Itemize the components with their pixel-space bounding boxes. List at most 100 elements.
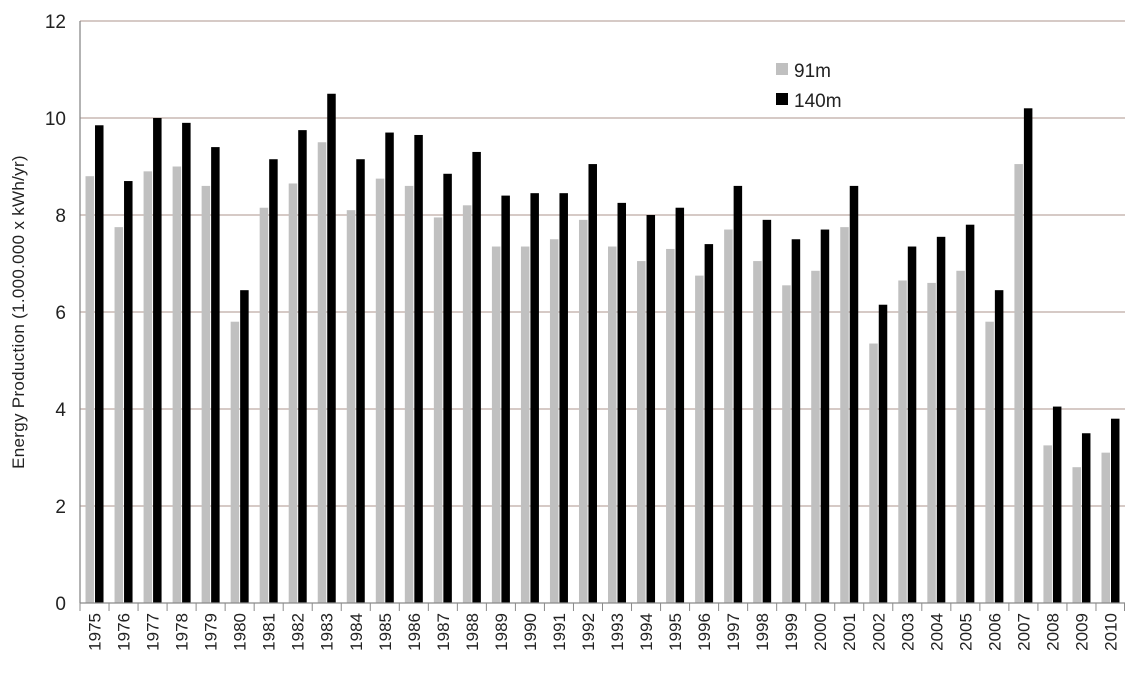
- x-tick-label: 1979: [202, 613, 221, 651]
- bar-91m-2001: [840, 227, 849, 603]
- bar-140m-1995: [675, 207, 685, 603]
- bar-91m-2005: [956, 270, 965, 603]
- legend: 91m 140m: [776, 61, 842, 112]
- x-tick-label: 1995: [666, 613, 685, 651]
- legend-label-91m: 91m: [794, 61, 831, 82]
- bar-140m-1994: [646, 215, 656, 603]
- bar-91m-2004: [927, 282, 936, 603]
- x-tick-label: 1977: [144, 613, 163, 651]
- bar-91m-1980: [230, 321, 240, 603]
- bar-140m-2010: [1110, 418, 1120, 603]
- bar-91m-1989: [491, 246, 501, 603]
- bar-91m-2003: [898, 280, 907, 603]
- bar-91m-1994: [637, 261, 646, 603]
- x-tick-label: 1994: [637, 613, 656, 651]
- bar-91m-1992: [578, 219, 588, 603]
- bar-91m-1983: [317, 142, 327, 603]
- bar-91m-1977: [143, 171, 153, 603]
- x-tick-label: 1975: [86, 613, 105, 651]
- bar-140m-1975: [95, 125, 104, 604]
- y-tick-label: 12: [45, 12, 66, 33]
- bar-91m-1979: [201, 185, 211, 603]
- legend-swatch-91m: [776, 63, 788, 75]
- bar-91m-2010: [1101, 452, 1110, 603]
- bar-140m-1981: [269, 159, 278, 603]
- bar-140m-2009: [1081, 433, 1091, 603]
- bar-140m-2005: [965, 224, 975, 603]
- bar-91m-2008: [1043, 445, 1052, 603]
- x-tick-label: 1982: [289, 613, 308, 651]
- bar-91m-1985: [375, 178, 385, 603]
- x-tick-label: 1988: [463, 613, 482, 651]
- x-tick-label: 2003: [898, 613, 917, 651]
- y-tick-label: 6: [55, 303, 66, 324]
- bar-140m-1982: [298, 130, 307, 603]
- x-tick-label: 2010: [1101, 613, 1120, 651]
- x-tick-label: 1981: [260, 613, 279, 651]
- legend-swatch-140m: [776, 93, 788, 105]
- x-tick-label: 1983: [318, 613, 337, 651]
- bar-140m-1988: [472, 151, 481, 603]
- bar-140m-1998: [762, 219, 772, 603]
- axes: [79, 21, 1125, 611]
- x-tick-label: 2007: [1014, 613, 1033, 651]
- x-tick-label: 1987: [434, 613, 453, 651]
- legend-label-140m: 140m: [794, 91, 842, 112]
- x-tick-label: 1999: [782, 613, 801, 651]
- bar-91m-1976: [114, 227, 124, 603]
- y-tick-label: 2: [55, 497, 66, 518]
- bar-140m-1977: [153, 118, 162, 603]
- bar-91m-2009: [1072, 467, 1081, 603]
- x-tick-label: 1986: [405, 613, 424, 651]
- bar-91m-1978: [172, 166, 182, 603]
- bar-91m-1998: [753, 261, 762, 603]
- y-tick-label: 10: [45, 109, 66, 130]
- bar-140m-1986: [414, 134, 423, 603]
- bar-91m-1984: [346, 210, 356, 603]
- bar-140m-1990: [530, 193, 539, 604]
- bar-140m-1991: [559, 193, 568, 604]
- bar-140m-1987: [443, 173, 452, 603]
- bar-140m-1978: [182, 122, 191, 603]
- bar-91m-2002: [869, 343, 878, 603]
- x-tick-label: 1980: [231, 613, 250, 651]
- x-tick-label: 1992: [579, 613, 598, 651]
- x-tick-label: 1996: [695, 613, 714, 651]
- x-tick-label: 1989: [492, 613, 511, 651]
- bar-91m-1988: [462, 205, 472, 604]
- x-tick-label: 1985: [376, 613, 395, 651]
- bar-140m-1976: [124, 181, 133, 604]
- bar-91m-1986: [404, 185, 414, 603]
- bar-140m-1997: [733, 185, 743, 603]
- bar-140m-1983: [327, 93, 336, 603]
- bar-140m-2002: [878, 304, 888, 603]
- bar-91m-1975: [85, 176, 95, 603]
- x-tick-label: 2008: [1043, 613, 1062, 651]
- bar-140m-1979: [211, 147, 220, 603]
- bars: [85, 93, 1120, 604]
- bar-140m-1992: [588, 164, 597, 603]
- bar-91m-1997: [724, 229, 733, 604]
- bar-91m-1999: [782, 285, 791, 603]
- bar-91m-2006: [985, 321, 994, 603]
- x-tick-label: 2006: [985, 613, 1004, 651]
- bar-140m-2006: [994, 290, 1004, 603]
- x-tick-label: 2000: [811, 613, 830, 651]
- bar-140m-1985: [385, 132, 394, 604]
- bar-140m-1999: [791, 239, 801, 603]
- x-tick-label: 1991: [550, 613, 569, 651]
- x-tick-label: 1984: [347, 613, 366, 651]
- bar-91m-1995: [666, 248, 675, 603]
- bar-91m-1991: [549, 239, 559, 603]
- bar-91m-1993: [608, 246, 617, 603]
- bar-91m-1981: [259, 207, 269, 603]
- x-tick-label: 1976: [115, 613, 134, 651]
- bar-140m-1984: [356, 159, 365, 603]
- bar-140m-2003: [907, 246, 917, 603]
- y-tick-label: 0: [55, 594, 66, 615]
- x-tick-label: 1990: [521, 613, 540, 651]
- x-tick-label: 2001: [840, 613, 859, 651]
- bar-91m-1990: [520, 246, 530, 603]
- bar-140m-1989: [501, 195, 510, 603]
- x-tick-label: 2002: [869, 613, 888, 651]
